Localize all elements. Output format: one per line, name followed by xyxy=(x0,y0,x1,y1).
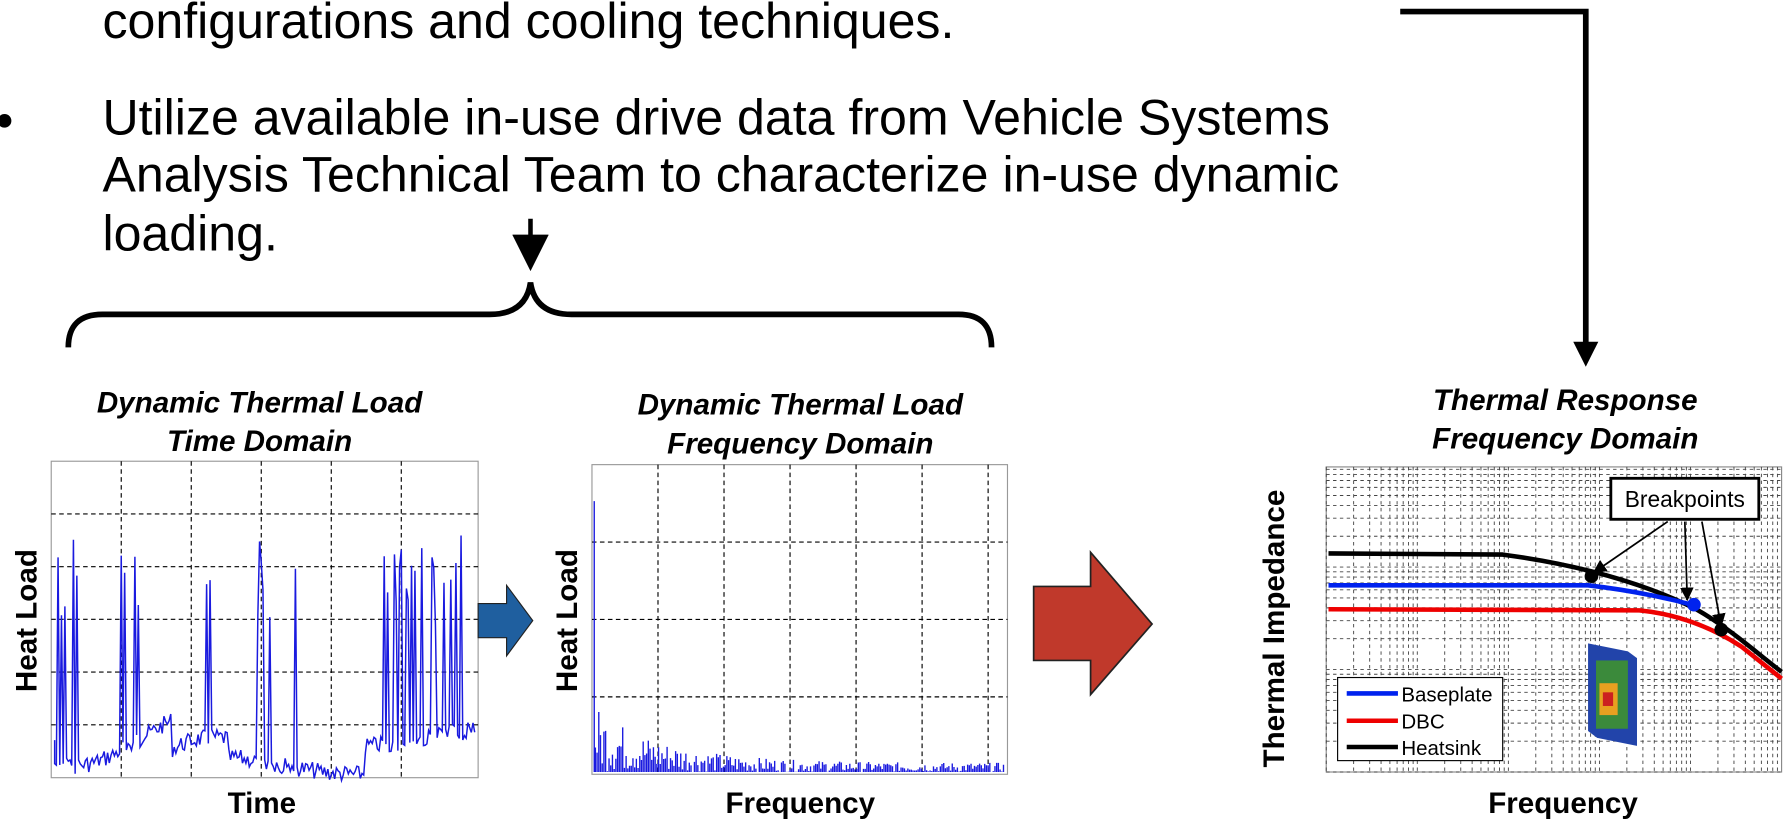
connector xyxy=(1400,12,1586,348)
y-label: Heat Load xyxy=(10,549,43,692)
panel-title: Time Domain xyxy=(167,425,352,458)
arrow xyxy=(1034,552,1152,694)
y-label: Heat Load xyxy=(551,549,584,692)
panel-title: Dynamic Thermal Load xyxy=(638,389,964,422)
panel-title: Thermal Response xyxy=(1433,384,1698,417)
arrowhead xyxy=(1573,342,1598,367)
slide: configurations and cooling techniques. U… xyxy=(0,0,1785,820)
panel-title: Frequency Domain xyxy=(1432,423,1698,456)
bullet-line: Analysis Technical Team to characterize … xyxy=(102,146,1339,202)
legend-label: DBC xyxy=(1401,711,1444,734)
y-label: Thermal Impedance xyxy=(1258,490,1291,768)
breakpoint xyxy=(1585,569,1599,583)
callout: Breakpoints xyxy=(1625,486,1745,512)
bullet-line: Utilize available in-use drive data from… xyxy=(102,90,1329,146)
panel-title: Frequency Domain xyxy=(667,427,933,460)
legend-label: Baseplate xyxy=(1401,683,1492,706)
x-label: Time xyxy=(228,787,297,820)
breakpoint xyxy=(1714,623,1728,637)
breakpoint xyxy=(1687,598,1701,612)
x-label: Frequency xyxy=(1488,787,1638,820)
panel-title: Dynamic Thermal Load xyxy=(97,386,423,419)
module-image xyxy=(1588,643,1637,745)
brace xyxy=(68,283,991,348)
x-label: Frequency xyxy=(725,787,875,820)
arrow xyxy=(478,585,533,656)
legend-label: Heatsink xyxy=(1401,737,1481,760)
bullet-line: loading. xyxy=(102,206,277,262)
bullet-tail: configurations and cooling techniques. xyxy=(102,0,954,49)
bullet-dot xyxy=(0,114,11,128)
